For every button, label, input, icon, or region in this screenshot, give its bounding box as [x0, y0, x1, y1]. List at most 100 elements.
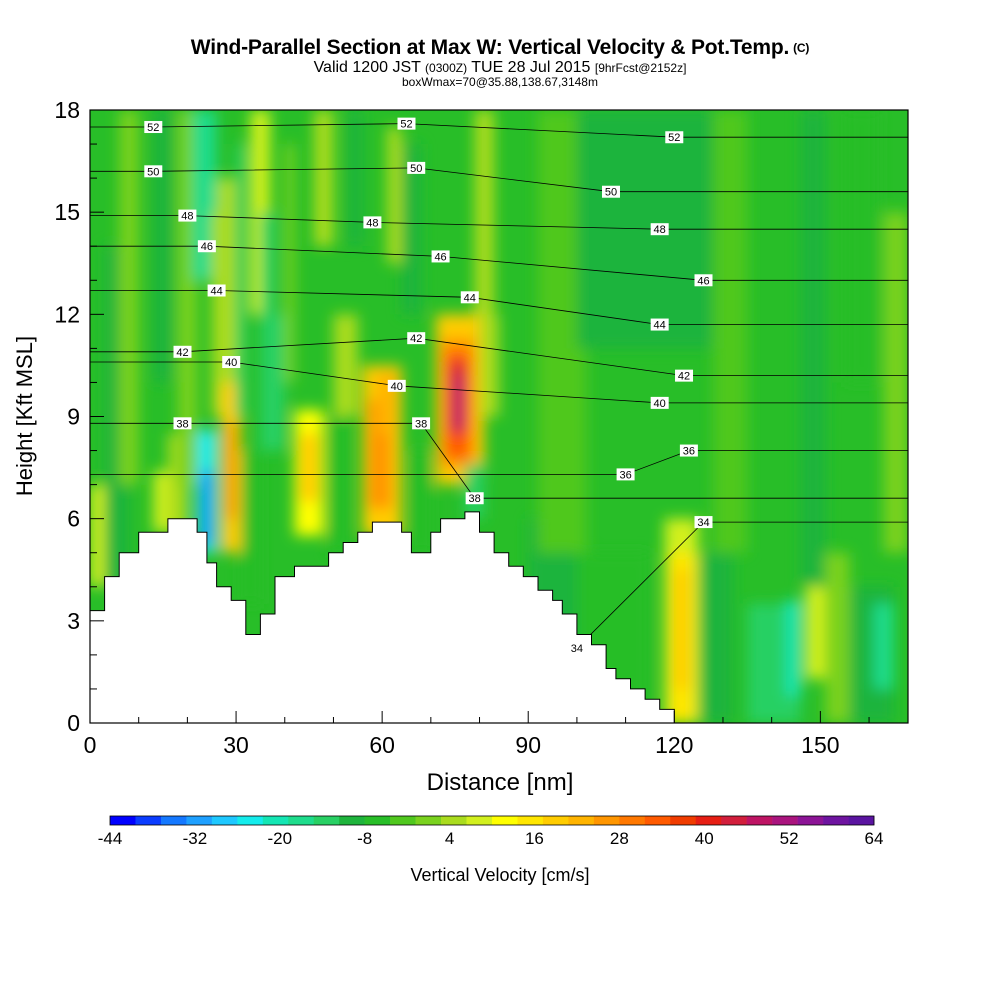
- theta-label: 34: [571, 643, 583, 655]
- velocity-cell: [474, 110, 495, 315]
- copyright-mark: (C): [793, 41, 810, 55]
- colorbar-swatch: [390, 816, 416, 825]
- colorbar-label: Vertical Velocity [cm/s]: [410, 865, 589, 885]
- theta-label-box: [207, 284, 226, 297]
- colorbar-swatch: [593, 816, 620, 825]
- colorbar-swatch: [644, 816, 671, 825]
- theta-label-box: [173, 345, 192, 358]
- colorbar-tick-label: -44: [98, 829, 123, 848]
- theta-label: 46: [697, 275, 709, 287]
- x-tick-label: 150: [801, 732, 839, 758]
- x-tick-label: 0: [84, 732, 97, 758]
- colorbar-tick-label: 40: [695, 829, 714, 848]
- colorbar-tick-label: -20: [267, 829, 292, 848]
- theta-label-box: [363, 216, 382, 229]
- colorbar-tick-label: 28: [610, 829, 629, 848]
- velocity-cell: [333, 314, 358, 417]
- colorbar-swatch: [262, 816, 289, 825]
- theta-label: 46: [434, 251, 446, 263]
- velocity-cell: [873, 603, 894, 689]
- colorbar-swatch: [110, 816, 136, 825]
- colorbar-swatch: [135, 816, 162, 825]
- theta-label-box: [407, 161, 426, 174]
- theta-label: 40: [654, 398, 666, 410]
- velocity-cell: [411, 450, 431, 553]
- colorbar-swatch: [746, 816, 773, 825]
- box-wmax: boxWmax=70@35.88,138.67,3148m: [402, 75, 598, 89]
- theta-label: 34: [697, 517, 709, 529]
- theta-label: 40: [225, 357, 237, 369]
- y-tick-label: 9: [67, 404, 80, 430]
- x-tick-label: 60: [369, 732, 395, 758]
- velocity-cell: [825, 552, 850, 723]
- velocity-cell: [464, 464, 485, 519]
- colorbar-swatch: [313, 816, 340, 825]
- theta-label-box: [178, 209, 197, 222]
- velocity-cell: [479, 314, 499, 417]
- colorbar-swatch: [364, 816, 391, 825]
- colorbar-swatch: [160, 816, 187, 825]
- y-tick-label: 6: [67, 506, 80, 532]
- velocity-cell: [401, 144, 422, 315]
- colorbar-swatch: [772, 816, 798, 825]
- theta-label: 38: [415, 418, 427, 430]
- y-tick-label: 12: [54, 301, 80, 327]
- colorbar-swatch: [415, 816, 442, 825]
- theta-label-box: [601, 185, 620, 198]
- velocity-cell: [698, 552, 733, 723]
- colorbar-tick-label: 52: [780, 829, 799, 848]
- x-axis-label: Distance [nm]: [427, 769, 574, 796]
- velocity-cell: [226, 423, 237, 519]
- utc-time: (0300Z): [425, 61, 468, 75]
- velocity-cell: [800, 110, 826, 587]
- colorbar-swatch: [211, 816, 238, 825]
- theta-label: 52: [668, 132, 680, 144]
- theta-label: 44: [654, 320, 666, 332]
- colorbar-swatch: [797, 816, 824, 825]
- theta-label: 44: [464, 292, 476, 304]
- theta-label-box: [567, 642, 586, 655]
- theta-label-box: [197, 240, 216, 253]
- velocity-cell: [455, 375, 463, 431]
- colorbar-swatch: [441, 816, 467, 825]
- colorbar-swatch: [339, 816, 365, 825]
- forecast-run: [9hrFcst@2152z]: [594, 61, 687, 75]
- colorbar-tick-label: 4: [445, 829, 454, 848]
- velocity-cell: [236, 144, 246, 417]
- colorbar-swatch: [466, 816, 493, 825]
- theta-label: 50: [147, 166, 159, 178]
- x-tick-label: 90: [515, 732, 541, 758]
- theta-label-box: [144, 165, 163, 178]
- theta-label: 44: [210, 285, 222, 297]
- velocity-cell: [201, 470, 212, 546]
- colorbar-swatch: [542, 816, 569, 825]
- theta-label-box: [397, 117, 416, 130]
- x-tick-label: 30: [223, 732, 249, 758]
- y-tick-label: 15: [54, 199, 80, 225]
- theta-label: 38: [469, 493, 481, 505]
- theta-label-box: [694, 516, 713, 529]
- theta-label: 52: [400, 119, 412, 131]
- theta-label: 42: [678, 371, 690, 383]
- terrain: [90, 511, 675, 723]
- velocity-cell: [90, 484, 105, 587]
- colorbar-swatch: [517, 816, 544, 825]
- chart-title: Wind-Parallel Section at Max W: Vertical…: [0, 36, 1000, 60]
- colorbar-swatch: [619, 816, 646, 825]
- theta-label-box: [387, 379, 406, 392]
- theta-label-box: [144, 121, 163, 134]
- velocity-cell: [299, 433, 319, 502]
- y-axis: 0 3 6 9 12 15 18: [54, 97, 104, 736]
- theta-label: 36: [683, 446, 695, 458]
- theta-labels: 52 52 52 50 50 50 48 48 48 46 46 46 44 44 44 42 42 42 40 40…: [144, 117, 713, 655]
- colorbar-swatch: [670, 816, 697, 825]
- theta-label: 40: [391, 381, 403, 393]
- colorbar-frame: [109, 815, 875, 826]
- velocity-cell: [240, 450, 261, 604]
- colorbar-swatch: [695, 816, 722, 825]
- theta-label: 36: [619, 469, 631, 481]
- colorbar-swatch: [848, 816, 875, 825]
- forecast-date: TUE 28 Jul 2015: [471, 59, 591, 76]
- velocity-cell: [313, 110, 334, 247]
